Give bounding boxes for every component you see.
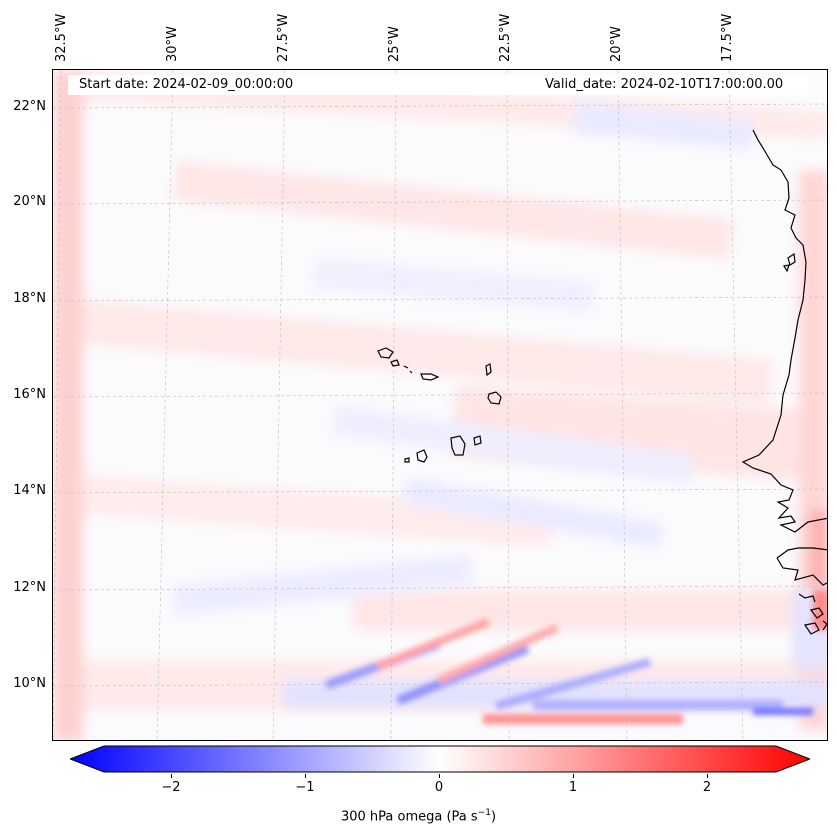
lat-label-16n: 16°N xyxy=(13,387,46,402)
date-info-bar xyxy=(68,75,808,95)
lon-label-17-5w: 17.5°W xyxy=(720,13,735,62)
omega-field xyxy=(53,70,827,740)
lat-label-12n: 12°N xyxy=(13,580,46,595)
lon-label-22-5w: 22.5°W xyxy=(498,13,513,62)
lat-label-22n: 22°N xyxy=(13,99,46,114)
colorbar-tick-mark xyxy=(305,774,306,778)
colorbar-tick-label: 0 xyxy=(434,780,444,795)
omega-map xyxy=(52,69,828,741)
colorbar-tick-mark xyxy=(439,774,440,778)
africa-coastline xyxy=(741,129,827,635)
colorbar-tick-mark xyxy=(707,774,708,778)
colorbar-tick-label: 2 xyxy=(702,780,712,795)
colorbar-gradient xyxy=(70,745,810,773)
lon-label-25w: 25°W xyxy=(387,26,402,62)
colorbar-label: 300 hPa omega (Pa s−1) xyxy=(340,808,497,825)
colorbar-tick-mark xyxy=(573,774,574,778)
graticule xyxy=(53,70,827,740)
lat-label-20n: 20°N xyxy=(13,194,46,209)
start-date-text: Start date: 2024-02-09_00:00:00 xyxy=(79,77,294,92)
colorbar-tick-label: 1 xyxy=(568,780,578,795)
lon-label-20w: 20°W xyxy=(609,26,624,62)
lon-label-30w: 30°W xyxy=(165,26,180,62)
colorbar-tick-mark xyxy=(171,774,172,778)
lon-label-32-5w: 32.5°W xyxy=(54,13,69,62)
wave-streaks xyxy=(324,590,827,724)
lon-label-27-5w: 27.5°W xyxy=(276,13,291,62)
lat-label-10n: 10°N xyxy=(13,676,46,691)
lat-label-18n: 18°N xyxy=(13,291,46,306)
colorbar-tick-label: −1 xyxy=(295,780,315,795)
colorbar-tick-label: −2 xyxy=(161,780,181,795)
lat-label-14n: 14°N xyxy=(13,483,46,498)
valid-date-text: Valid_date: 2024-02-10T17:00:00.00 xyxy=(545,77,784,92)
cape-verde-islands xyxy=(377,347,502,463)
colorbar xyxy=(70,745,810,773)
